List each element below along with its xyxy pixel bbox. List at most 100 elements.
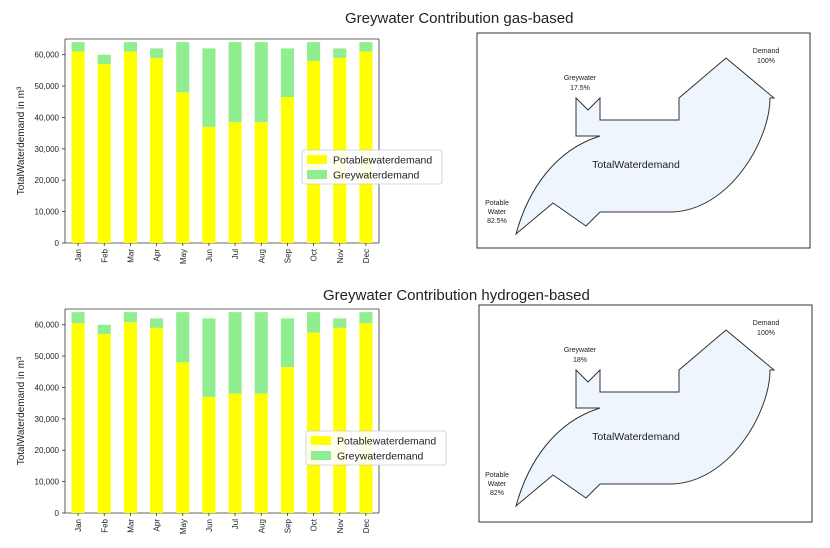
sankey-potable-label-1: Potable: [485, 472, 509, 479]
sankey-greywater-label: Greywater: [564, 75, 597, 82]
y-tick-label: 20,000: [35, 446, 60, 455]
legend-label-greywaterdemand: Greywaterdemand: [333, 170, 420, 182]
bar-potablewaterdemand-mar: [123, 322, 137, 513]
x-tick-label-mar: Mar: [126, 249, 135, 263]
bar-greywaterdemand-jul: [228, 312, 242, 394]
bar-greywaterdemand-jan: [71, 42, 85, 52]
bar-greywaterdemand-dec: [359, 42, 373, 52]
y-tick-label: 60,000: [35, 51, 60, 60]
y-tick-label: 50,000: [35, 82, 60, 91]
bar-greywaterdemand-feb: [97, 54, 111, 65]
bar-greywaterdemand-sep: [280, 48, 294, 98]
bar-greywaterdemand-may: [176, 312, 190, 363]
sankey-center-label: TotalWaterdemand: [592, 159, 680, 171]
sankey-potable-label-2: Water: [488, 481, 507, 488]
x-tick-label-oct: Oct: [310, 518, 319, 531]
x-tick-label-feb: Feb: [100, 518, 109, 532]
x-tick-label-dec: Dec: [362, 249, 371, 263]
sankey-flow-shape: [515, 329, 776, 508]
legend-box: [305, 430, 447, 466]
bar-greywaterdemand-mar: [123, 42, 137, 52]
bar-potablewaterdemand-sep: [280, 367, 294, 513]
bar-potablewaterdemand-aug: [254, 122, 268, 243]
y-axis-label: TotalWaterdemand in m³: [16, 356, 27, 465]
sankey-greywater-value: 17.5%: [570, 85, 590, 92]
bar-greywaterdemand-sep: [280, 318, 294, 368]
y-tick-label: 0: [55, 509, 60, 518]
y-tick-label: 10,000: [35, 208, 60, 217]
bar-potablewaterdemand-jun: [202, 126, 216, 243]
x-tick-label-jul: Jul: [231, 249, 240, 259]
x-tick-label-mar: Mar: [126, 519, 135, 533]
sankey-center-label: TotalWaterdemand: [592, 431, 680, 443]
x-tick-label-apr: Apr: [153, 249, 162, 262]
x-tick-label-nov: Nov: [336, 519, 345, 533]
sankey-diagram-0: TotalWaterdemand Greywater 17.5% Demand 100%…: [476, 32, 811, 249]
x-tick-label-jun: Jun: [205, 249, 214, 262]
legend-label-potablewaterdemand: Potablewaterdemand: [337, 436, 436, 448]
bar-greywaterdemand-jul: [228, 42, 242, 123]
x-tick-label-jan: Jan: [74, 519, 83, 532]
y-axis-label: TotalWaterdemand in m³: [16, 86, 27, 195]
bar-potablewaterdemand-jun: [202, 396, 216, 513]
y-tick-label: 60,000: [35, 321, 60, 330]
x-tick-label-aug: Aug: [257, 249, 266, 263]
y-tick-label: 0: [55, 239, 60, 248]
bar-potablewaterdemand-nov: [333, 327, 347, 513]
bar-greywaterdemand-oct: [307, 42, 321, 61]
bar-potablewaterdemand-apr: [150, 57, 164, 244]
chart-title-hydrogen-based: Greywater Contribution hydrogen-based: [323, 287, 590, 304]
stacked-bar-chart-1: 0 10,000 20,000 30,000 40,000 50,000 60,000 Tot…: [16, 308, 447, 534]
x-tick-label-jun: Jun: [205, 519, 214, 532]
x-tick-label-jul: Jul: [231, 519, 240, 529]
sankey-demand-value: 100%: [757, 330, 775, 337]
x-tick-label-sep: Sep: [283, 518, 292, 533]
sankey-greywater-label: Greywater: [564, 347, 597, 354]
bar-greywaterdemand-nov: [333, 48, 347, 58]
sankey-potable-value: 82.5%: [487, 218, 507, 225]
bar-greywaterdemand-mar: [123, 312, 137, 323]
sankey-potable-label-2: Water: [488, 209, 507, 216]
sankey-demand-value: 100%: [757, 58, 775, 65]
bar-greywaterdemand-jun: [202, 48, 216, 127]
x-tick-label-oct: Oct: [310, 248, 319, 261]
bar-potablewaterdemand-jul: [228, 122, 242, 243]
y-tick-label: 30,000: [35, 415, 60, 424]
bar-potablewaterdemand-dec: [359, 323, 373, 513]
bar-potablewaterdemand-may: [176, 362, 190, 513]
bar-potablewaterdemand-jan: [71, 51, 85, 243]
legend-swatch-potablewaterdemand: [307, 155, 327, 164]
legend-swatch-greywaterdemand: [307, 170, 327, 179]
y-tick-label: 10,000: [35, 478, 60, 487]
bar-greywaterdemand-apr: [150, 318, 164, 328]
x-tick-label-dec: Dec: [362, 519, 371, 533]
bar-greywaterdemand-nov: [333, 318, 347, 328]
bar-greywaterdemand-aug: [254, 312, 268, 394]
bar-potablewaterdemand-oct: [307, 332, 321, 513]
bar-greywaterdemand-feb: [97, 324, 111, 335]
chart-title-gas-based: Greywater Contribution gas-based: [345, 10, 574, 27]
sankey-diagram-1: TotalWaterdemand Greywater 18% Demand 100% Po…: [478, 304, 813, 523]
legend-label-greywaterdemand: Greywaterdemand: [337, 451, 424, 463]
bar-greywaterdemand-jun: [202, 318, 216, 397]
sankey-greywater-value: 18%: [573, 357, 587, 364]
legend-swatch-potablewaterdemand: [311, 436, 331, 445]
bar-greywaterdemand-may: [176, 42, 190, 93]
bar-potablewaterdemand-dec: [359, 51, 373, 243]
y-tick-label: 50,000: [35, 352, 60, 361]
sankey-potable-value: 82%: [490, 490, 504, 497]
x-tick-label-may: May: [179, 249, 188, 264]
bar-potablewaterdemand-feb: [97, 64, 111, 243]
x-tick-label-may: May: [179, 519, 188, 534]
bar-greywaterdemand-dec: [359, 312, 373, 324]
x-tick-label-nov: Nov: [336, 249, 345, 263]
bar-potablewaterdemand-jan: [71, 323, 85, 513]
sankey-potable-label-1: Potable: [485, 200, 509, 207]
bar-potablewaterdemand-may: [176, 92, 190, 243]
x-tick-label-jan: Jan: [74, 249, 83, 262]
sankey-demand-label: Demand: [753, 320, 780, 327]
bar-potablewaterdemand-mar: [123, 51, 137, 243]
bar-greywaterdemand-jan: [71, 312, 85, 324]
bar-greywaterdemand-apr: [150, 48, 164, 58]
y-tick-label: 40,000: [35, 113, 60, 122]
